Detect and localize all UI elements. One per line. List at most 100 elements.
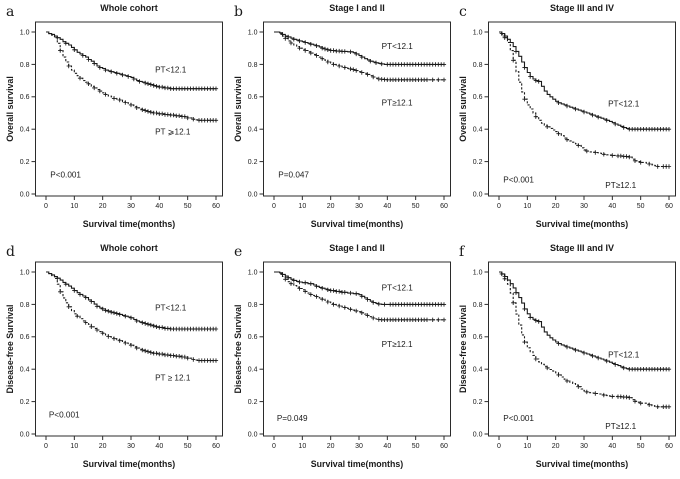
y-tick-label: 0.8 xyxy=(473,302,483,309)
panel-d-chart: d Whole cohort 0 10 20 30 40 50 60 0.0 0.2 0.4 0.6 0.… xyxy=(5,243,223,469)
panel-c: c Stage III and IV 0 10 20 30 40 50 60 0.0 0.2 0.4 0… xyxy=(455,0,680,239)
y-tick-label: 0.2 xyxy=(473,399,483,406)
x-tick-label: 30 xyxy=(127,203,135,210)
p-value-label: P=0.049 xyxy=(277,414,308,423)
x-tick-label: 20 xyxy=(99,203,107,210)
panel-c-chart: c Stage III and IV 0 10 20 30 40 50 60 0.0 0.2 0.4 0… xyxy=(458,3,676,229)
censor-marks xyxy=(58,289,219,363)
censor-marks xyxy=(283,277,447,322)
panel-title: Stage III and IV xyxy=(550,3,614,13)
y-tick-label: 0.6 xyxy=(20,334,30,341)
series-label: PT<12.1 xyxy=(382,42,414,51)
y-tick-label: 0.0 xyxy=(473,191,483,198)
y-tick-label: 1.0 xyxy=(473,269,483,276)
y-tick-label: 0.4 xyxy=(248,367,258,374)
y-tick-label: 0.4 xyxy=(20,127,30,134)
series-label: PT ≥ 12.1 xyxy=(155,373,191,382)
p-value-label: P<0.001 xyxy=(50,171,81,180)
censor-marks xyxy=(55,276,219,332)
panel-e-chart: e Stage I and II 0 10 20 30 40 50 60 0.0 0.2 0.4 0.6… xyxy=(233,243,451,469)
plot-frame xyxy=(35,21,223,197)
panel-letter: b xyxy=(234,4,243,20)
y-tick-label: 0.8 xyxy=(248,302,258,309)
km-curve-pt-lt-12.1 xyxy=(499,271,669,370)
x-tick-label: 20 xyxy=(99,443,107,450)
y-tick-label: 0.2 xyxy=(248,399,258,406)
y-tick-label: 0.4 xyxy=(20,367,30,374)
x-tick-label: 0 xyxy=(497,443,501,450)
x-tick-label: 60 xyxy=(440,443,448,450)
plot-frame xyxy=(35,261,223,437)
x-axis-label: Survival time(months) xyxy=(311,219,403,229)
panel-d: d Whole cohort 0 10 20 30 40 50 60 0.0 0.2 0.4 0.6 0.… xyxy=(2,240,227,479)
x-tick-label: 20 xyxy=(552,443,560,450)
y-tick-label: 0.6 xyxy=(473,94,483,101)
censor-marks xyxy=(55,35,219,91)
y-tick-label: 0.2 xyxy=(20,399,30,406)
x-tick-label: 30 xyxy=(355,203,363,210)
panel-title: Whole cohort xyxy=(100,3,158,13)
x-tick-label: 30 xyxy=(580,203,588,210)
x-tick-label: 10 xyxy=(70,443,78,450)
x-tick-label: 40 xyxy=(155,203,163,210)
y-tick-label: 0.6 xyxy=(20,94,30,101)
x-tick-label: 60 xyxy=(212,443,220,450)
censor-marks xyxy=(280,272,447,307)
x-tick-label: 30 xyxy=(127,443,135,450)
panel-letter: e xyxy=(234,244,242,260)
plot-frame xyxy=(263,261,451,437)
y-tick-label: 0.8 xyxy=(473,62,483,69)
y-tick-label: 0.6 xyxy=(248,334,258,341)
series-label: PT<12.1 xyxy=(608,351,640,360)
x-axis-label: Survival time(months) xyxy=(83,459,175,469)
x-tick-label: 10 xyxy=(298,203,306,210)
km-curve-pt-ge-12.1 xyxy=(499,31,669,168)
series-label: PT<12.1 xyxy=(155,65,187,74)
censor-marks xyxy=(502,276,672,409)
panel-f-chart: f Stage III and IV 0 10 20 30 40 50 60 0.0 0.2 0.4 0… xyxy=(458,243,676,469)
x-tick-label: 40 xyxy=(608,443,616,450)
x-tick-label: 50 xyxy=(412,443,420,450)
y-axis-label: Disease-free Survival xyxy=(5,305,15,394)
km-curve-pt-lt-12.1 xyxy=(46,31,216,90)
y-tick-label: 0.2 xyxy=(20,159,30,166)
km-curve-pt-lt-12.1 xyxy=(46,271,216,330)
p-value-label: P=0.047 xyxy=(278,171,309,180)
x-tick-label: 40 xyxy=(383,443,391,450)
x-tick-label: 10 xyxy=(523,443,531,450)
x-tick-label: 30 xyxy=(355,443,363,450)
x-tick-label: 40 xyxy=(383,203,391,210)
panel-letter: a xyxy=(6,4,14,20)
x-tick-label: 10 xyxy=(523,203,531,210)
x-tick-label: 50 xyxy=(637,443,645,450)
panel-letter: f xyxy=(459,244,466,260)
series-label: PT<12.1 xyxy=(155,304,187,313)
y-tick-label: 0.4 xyxy=(248,127,258,134)
series-label: PT≥12.1 xyxy=(382,98,413,107)
y-tick-label: 0.8 xyxy=(248,62,258,69)
y-tick-label: 1.0 xyxy=(248,269,258,276)
series-label: PT<12.1 xyxy=(382,283,414,292)
censor-marks xyxy=(280,32,447,67)
panel-title: Whole cohort xyxy=(100,243,158,253)
y-axis-label: Disease-free Survival xyxy=(233,305,243,394)
x-tick-label: 50 xyxy=(184,443,192,450)
panel-title: Stage I and II xyxy=(329,243,385,253)
series-label: PT ⩾12.1 xyxy=(155,128,191,137)
y-tick-label: 1.0 xyxy=(248,29,258,36)
p-value-label: P<0.001 xyxy=(503,175,534,184)
panel-b-chart: b Stage I and II 0 10 20 30 40 50 60 0.0 0.2 0.4 0.6… xyxy=(233,3,451,229)
x-tick-label: 0 xyxy=(44,203,48,210)
y-axis-label: Overall survival xyxy=(458,76,468,142)
y-tick-label: 0.0 xyxy=(20,191,30,198)
km-curve-pt-ge-12.1 xyxy=(499,271,669,408)
plot-frame xyxy=(488,21,676,197)
x-tick-label: 40 xyxy=(155,443,163,450)
x-tick-label: 40 xyxy=(608,203,616,210)
y-tick-label: 0.0 xyxy=(248,431,258,438)
plot-frame xyxy=(488,261,676,437)
x-axis-label: Survival time(months) xyxy=(536,459,628,469)
y-tick-label: 1.0 xyxy=(20,29,30,36)
p-value-label: P<0.001 xyxy=(503,414,534,423)
panel-letter: c xyxy=(459,4,467,20)
